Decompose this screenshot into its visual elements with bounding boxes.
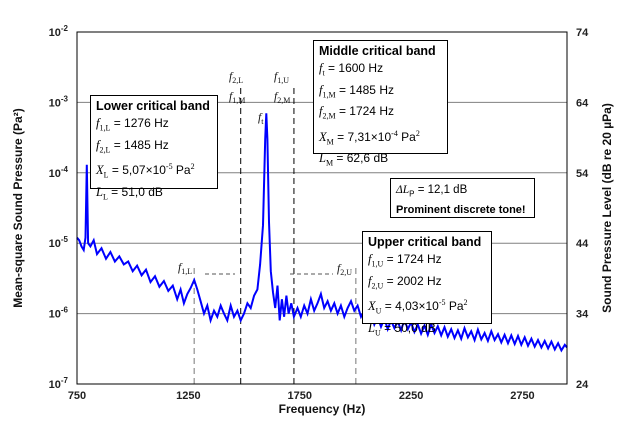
y-tick-label: 10-6 — [49, 306, 69, 321]
lower-band-box: Lower critical band f1,L = 1276 Hz f2,L … — [90, 95, 218, 201]
y-tick-labels: 10-7 10-6 10-5 10-4 10-3 10-2 — [49, 24, 69, 391]
y2-axis-title: Sound Pressure Level (dB re 20 µPa) — [600, 103, 614, 313]
x-tick-label: 1750 — [287, 390, 311, 402]
y-tick-label: 10-3 — [49, 94, 69, 109]
svg-text:f2,M: f2,M — [274, 91, 290, 105]
x-tick-label: 2250 — [399, 390, 423, 402]
lower-band-title: Lower critical band — [96, 99, 210, 113]
svg-text:ft: ft — [258, 112, 264, 126]
y2-tick-label: 54 — [576, 168, 589, 180]
annotation-ft: ft — [258, 112, 264, 126]
y-tick-label: 10-5 — [49, 235, 69, 250]
annotation-f1M: f1,M — [229, 91, 245, 105]
svg-text:f1,M: f1,M — [229, 91, 245, 105]
y-tick-label: 10-4 — [49, 165, 69, 180]
x-tick-label: 750 — [68, 390, 86, 402]
annotation-f2U: f2,U — [337, 263, 352, 277]
annotation-f2M: f2,M — [274, 91, 290, 105]
y-tick-label: 10-7 — [49, 376, 69, 391]
lower-f2: f2,L = 1485 Hz — [96, 137, 169, 155]
middle-f2: f2,M = 1724 Hz — [319, 104, 394, 121]
svg-text:f1,U: f1,U — [274, 71, 289, 85]
y2-tick-label: 34 — [576, 309, 589, 321]
annotation-f2L: f2,L — [229, 71, 243, 85]
plot-frame — [76, 31, 568, 385]
upper-x: XU = 4,03×10-5 Pa2 — [368, 298, 468, 316]
x-tick-label: 2750 — [510, 390, 534, 402]
lower-x: XL = 5,07×10-5 Pa2 — [96, 162, 195, 180]
y2-tick-label: 74 — [576, 27, 589, 39]
annotation-f1U: f1,U — [274, 71, 289, 85]
svg-text:f1,L: f1,L — [178, 262, 192, 276]
upper-l: LU = 50,0 dB — [368, 320, 436, 338]
annotation-f1L: f1,L — [178, 262, 192, 276]
middle-l: LM = 62,6 dB — [319, 151, 389, 168]
middle-band-title: Middle critical band — [319, 44, 436, 58]
y-tick-label: 10-2 — [49, 24, 69, 39]
y2-tick-label: 64 — [576, 97, 589, 109]
middle-ft: ft = 1600 Hz — [319, 61, 384, 78]
middle-x: XM = 7,31×10-4 Pa2 — [319, 128, 420, 147]
upper-f2: f2,U = 2002 Hz — [368, 273, 442, 291]
y2-tick-label: 44 — [576, 238, 589, 250]
svg-text:f2,L: f2,L — [229, 71, 243, 85]
y2-tick-labels: 24 34 44 54 64 74 — [576, 27, 589, 391]
upper-band-box: Upper critical band f1,U = 1724 Hz f2,U … — [362, 231, 492, 337]
tone-box: ΔLP = 12,1 dB Prominent discrete tone! — [390, 178, 535, 218]
x-tick-label: 1250 — [176, 390, 200, 402]
lower-f1: f1,L = 1276 Hz — [96, 116, 169, 133]
y-axis-title: Mean-square Sound Pressure (Pa²) — [11, 108, 25, 307]
tone-delta: ΔLP = 12,1 dB — [396, 184, 468, 199]
y2-tick-label: 24 — [576, 379, 589, 391]
upper-f1: f1,U = 1724 Hz — [368, 252, 442, 269]
x-tick-labels: 750 1250 1750 2250 2750 — [68, 390, 535, 402]
tone-label: Prominent discrete tone! — [396, 204, 526, 217]
spectrum-line — [76, 113, 568, 353]
middle-band-box: Middle critical band ft = 1600 Hz f1,M =… — [313, 40, 448, 168]
x-axis-title: Frequency (Hz) — [279, 402, 366, 416]
lower-l: LL = 51,0 dB — [96, 184, 163, 202]
middle-f1: f1,M = 1485 Hz — [319, 82, 394, 100]
svg-text:f2,U: f2,U — [337, 263, 352, 277]
upper-band-title: Upper critical band — [368, 235, 482, 249]
